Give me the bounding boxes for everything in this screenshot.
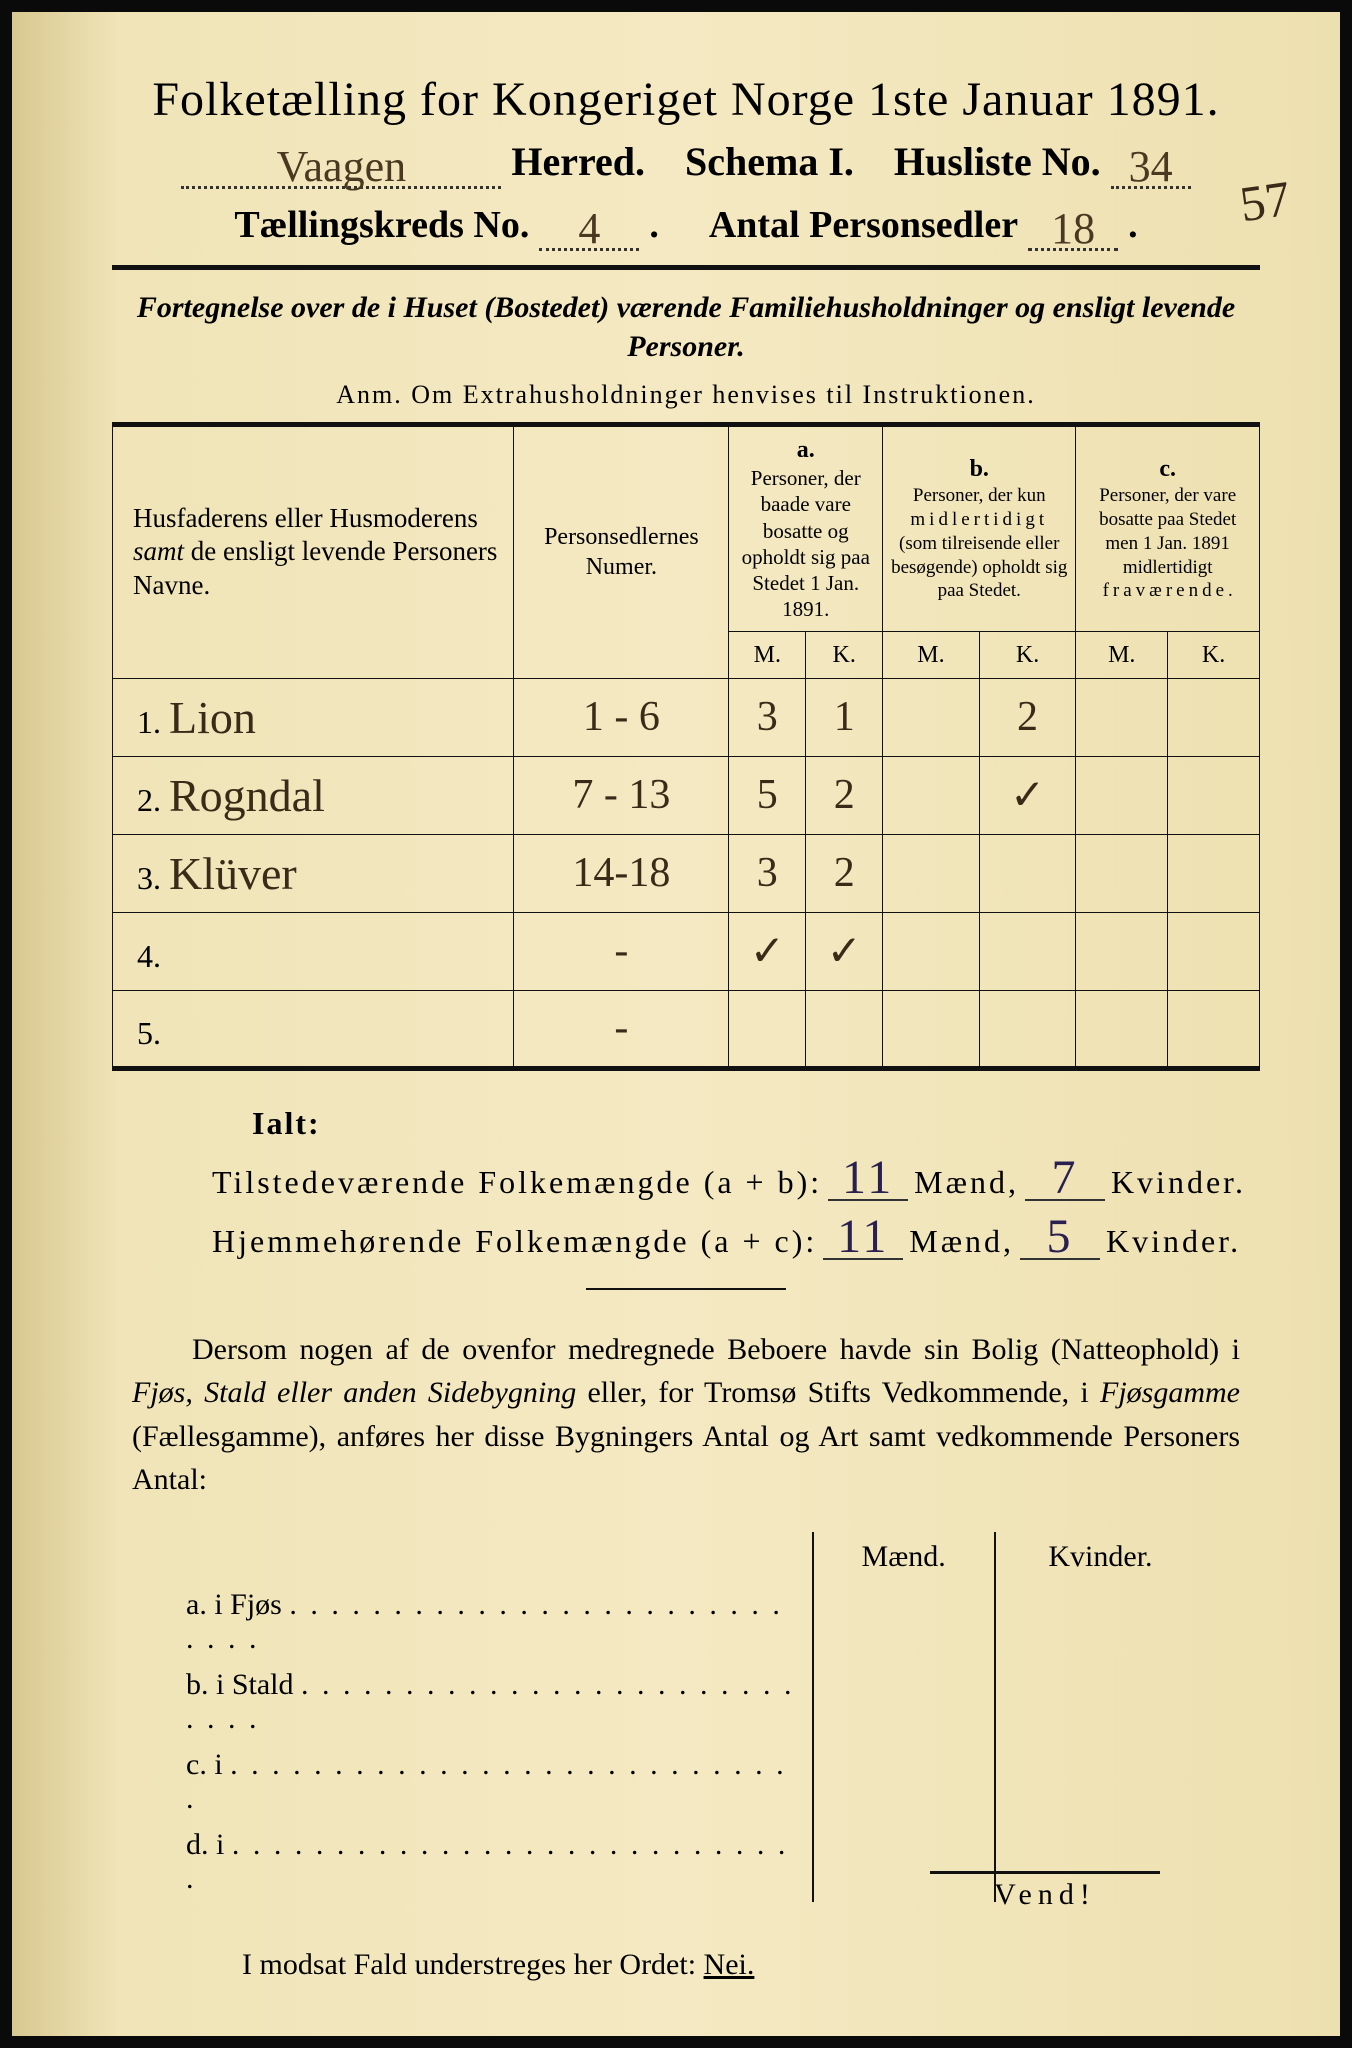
husliste-handwritten: 34	[1129, 141, 1173, 192]
kreds-hand: 4	[578, 203, 600, 254]
ab-maend: 11	[828, 1156, 908, 1201]
ac-kvinder: 5	[1020, 1215, 1100, 1260]
table-row: 5. -	[113, 990, 1260, 1068]
col-header-num: Personsedlernes Numer.	[514, 425, 729, 679]
header-line-3: Tællingskreds No. 4 . Antal Personsedler…	[112, 197, 1260, 251]
table-row: 1. Lion1 - 6312	[113, 678, 1260, 756]
ialt-title: Ialt:	[252, 1105, 1260, 1142]
main-table: Husfaderens eller Husmoderens samt de en…	[112, 422, 1260, 1071]
small-row: b. i Stald . . . . . . . . . . . . . . .…	[172, 1662, 1205, 1742]
subtitle: Fortegnelse over de i Huset (Bostedet) v…	[112, 288, 1260, 366]
page-title: Folketælling for Kongeriget Norge 1ste J…	[112, 72, 1260, 127]
header-line-2: Vaagen Herred. Schema I. Husliste No. 34	[112, 135, 1260, 189]
divider	[112, 265, 1260, 270]
mk-header: M.	[1076, 631, 1168, 678]
nei-word: Nei.	[704, 1948, 755, 1981]
mk-header: K.	[1168, 631, 1260, 678]
table-row: 4. -✓✓	[113, 912, 1260, 990]
vend-label: Vend!	[930, 1871, 1160, 1912]
small-maend-header: Mænd.	[813, 1532, 995, 1582]
table-row: 3. Klüver14-1832	[113, 834, 1260, 912]
small-row: c. i . . . . . . . . . . . . . . . . . .…	[172, 1742, 1205, 1822]
col-header-c: c.Personer, der vare bosatte paa Stedet …	[1076, 425, 1260, 632]
building-table: Mænd. Kvinder. a. i Fjøs . . . . . . . .…	[172, 1532, 1205, 1902]
small-row: a. i Fjøs . . . . . . . . . . . . . . . …	[172, 1582, 1205, 1662]
col-header-b: b.Personer, der kun midlertidigt (som ti…	[883, 425, 1076, 632]
ab-kvinder: 7	[1025, 1156, 1105, 1201]
building-paragraph: Dersom nogen af de ovenfor medregnede Be…	[132, 1328, 1240, 1502]
ialt-section: Ialt: Tilstedeværende Folkemængde (a + b…	[112, 1105, 1260, 1260]
antal-hand: 18	[1051, 203, 1095, 254]
ialt-line-ac: Hjemmehørende Folkemængde (a + c): 11 Mæ…	[212, 1215, 1260, 1260]
mk-header: K.	[806, 631, 883, 678]
nei-line: I modsat Fald understreges her Ordet: Ne…	[242, 1948, 1260, 1982]
col-header-a: a.Personer, der baade vare bosatte og op…	[729, 425, 883, 632]
herred-handwritten: Vaagen	[277, 141, 407, 192]
anm-note: Anm. Om Extrahusholdninger henvises til …	[112, 380, 1260, 410]
divider-small	[586, 1288, 786, 1290]
margin-number: 57	[1236, 169, 1294, 233]
small-kvinder-header: Kvinder.	[995, 1532, 1205, 1582]
kreds-label: Tællingskreds No.	[234, 203, 529, 247]
schema-label: Schema I.	[685, 138, 854, 185]
mk-header: K.	[979, 631, 1076, 678]
ac-maend: 11	[823, 1215, 903, 1260]
antal-label: Antal Personsedler	[709, 203, 1018, 247]
table-row: 2. Rogndal7 - 1352✓	[113, 756, 1260, 834]
husliste-label: Husliste No.	[894, 138, 1101, 185]
mk-header: M.	[883, 631, 980, 678]
ialt-line-ab: Tilstedeværende Folkemængde (a + b): 11 …	[212, 1156, 1260, 1201]
col-header-name: Husfaderens eller Husmoderens samt de en…	[113, 425, 514, 679]
herred-label: Herred.	[511, 138, 645, 185]
mk-header: M.	[729, 631, 806, 678]
